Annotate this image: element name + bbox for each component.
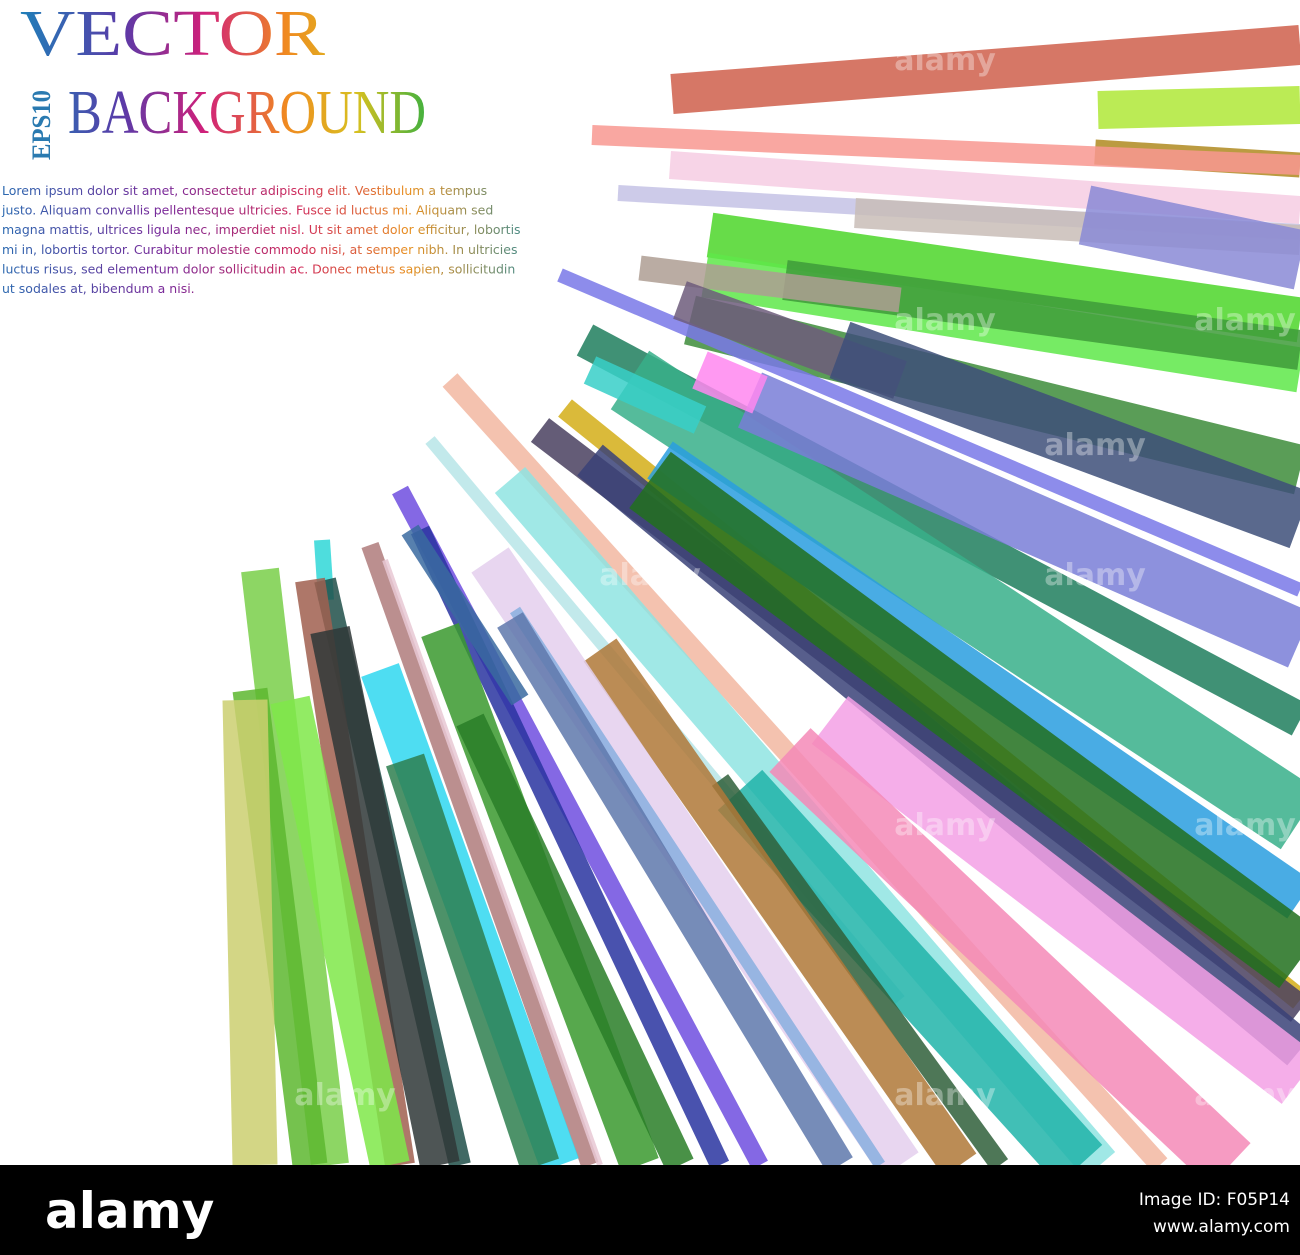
watermark: alamy (1044, 428, 1146, 463)
stripe (456, 713, 694, 1165)
watermark: alamy (894, 1078, 996, 1113)
body-line: ut sodales at, bibendum a nisi. (2, 281, 195, 296)
footer-logo: alamy (45, 1182, 214, 1240)
stripe (610, 350, 1300, 850)
watermark: alamy (1194, 303, 1296, 338)
stripe (692, 351, 768, 414)
subtitle: BACKGROUND (68, 79, 426, 147)
watermark: alamy (294, 1078, 396, 1113)
body-line: justo. Aliquam convallis pellentesque ul… (1, 203, 493, 218)
body-text: Lorem ipsum dolor sit amet, consectetur … (1, 183, 521, 296)
stripe (738, 372, 1300, 668)
watermark: alamy (1194, 808, 1296, 843)
stripe (706, 212, 1300, 343)
image-id: Image ID: F05P14 (1139, 1190, 1290, 1210)
watermark: alamy (894, 808, 996, 843)
stripe (670, 25, 1300, 114)
stripe (241, 567, 349, 1165)
stripe (583, 356, 707, 434)
stripe (401, 524, 529, 706)
stripe (769, 728, 1251, 1165)
stripes (222, 25, 1300, 1165)
title: VECTOR (20, 0, 325, 70)
badge: EPS10 (27, 90, 56, 160)
stripe (1078, 185, 1300, 290)
watermark: alamy (1194, 1078, 1296, 1113)
stripe (386, 753, 559, 1165)
stripe (361, 541, 599, 1165)
stripe (811, 696, 1300, 1104)
stripe (583, 638, 977, 1165)
watermark: alamy (599, 558, 701, 593)
stripe (222, 699, 278, 1165)
stripe (382, 558, 603, 1165)
watermark: alamy (894, 303, 996, 338)
stripe (591, 125, 1300, 175)
stripe (669, 151, 1300, 224)
stripe (1097, 86, 1300, 129)
watermark: alamy (1044, 558, 1146, 593)
stripe (629, 451, 1300, 989)
body-line: Lorem ipsum dolor sit amet, consectetur … (2, 183, 487, 198)
watermark: alamy (894, 43, 996, 78)
stripe (717, 769, 1103, 1165)
stripe (557, 268, 1300, 597)
body-line: magna mattis, ultrices ligula nec, imper… (2, 222, 521, 237)
footer-url: www.alamy.com (1153, 1217, 1290, 1237)
stripe (497, 612, 853, 1165)
stripe (471, 547, 919, 1165)
watermarks: alamy alamy alamy alamy alamy alamy alamy alamy… (294, 43, 1296, 1113)
stripe (829, 321, 1300, 549)
stripe (310, 625, 460, 1165)
stripe (638, 255, 902, 313)
body-line: mi in, lobortis tortor. Curabitur molest… (2, 242, 517, 257)
body-line: luctus risus, sed elementum dolor sollic… (2, 261, 515, 276)
stripe (711, 774, 1009, 1165)
footer-bar (0, 1165, 1300, 1255)
stripe (270, 695, 410, 1165)
